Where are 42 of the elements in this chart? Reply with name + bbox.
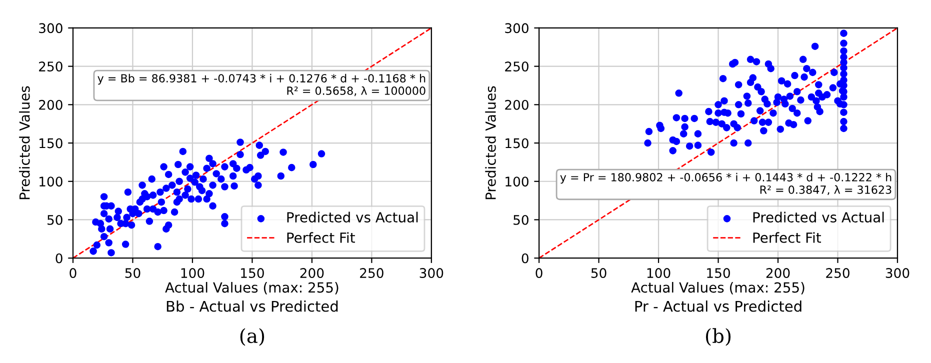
y-tick-label: 250	[505, 62, 528, 72]
y-tick-label: 50	[47, 214, 62, 225]
y-tick-label: 100	[506, 176, 528, 187]
annotation: y = Pr = 180.9802 + -0.0656 * i + 0.1443 * d + -0.1222 * h R² = 0.3847, λ = 31623	[560, 172, 892, 196]
x-tick-label: 250	[826, 268, 850, 278]
y-tick-label: 300	[39, 23, 62, 34]
y-tick-label: 0	[56, 253, 62, 264]
y-tick-label: 300	[505, 23, 528, 34]
y-axis-title: Predicted Values	[19, 86, 30, 200]
x-tick-label: 150	[707, 268, 730, 278]
y-tick-label: 250	[39, 62, 62, 72]
x-tick-label: 250	[360, 268, 384, 278]
x-tick-label: 300	[420, 268, 444, 278]
text: (b)	[706, 328, 731, 346]
text: Bb - Actual vs Predicted	[166, 300, 338, 312]
x-axis-title: Actual Values (max: 255)	[631, 282, 804, 294]
legend-label: Perfect Fit	[753, 232, 822, 243]
y-axis-title: Predicted Values	[485, 86, 496, 200]
y-tick-label: 150	[506, 138, 528, 148]
y-tick-label: 50	[514, 214, 528, 225]
annotation: y = Bb = 86.9381 + -0.0743 * i + 0.1276 * d + -0.1168 * h R² = 0.5658, λ = 100000	[98, 74, 426, 96]
x-tick-label: 150	[241, 268, 264, 278]
text: Pr - Actual vs Predicted	[635, 300, 802, 312]
y-tick-label: 100	[40, 176, 62, 187]
x-tick-label: 50	[125, 268, 140, 278]
text: (a)	[240, 328, 264, 346]
legend-label: Predicted vs Actual	[753, 212, 884, 223]
legend-label: Perfect Fit	[287, 232, 355, 243]
x-tick-label: 0	[536, 268, 542, 278]
x-tick-label: 200	[300, 268, 324, 278]
legend-label: Predicted vs Actual	[287, 212, 418, 223]
x-tick-label: 300	[886, 268, 910, 278]
x-tick-label: 0	[70, 268, 76, 278]
x-tick-label: 100	[647, 268, 670, 278]
x-axis-title: Actual Values (max: 255)	[165, 282, 338, 294]
x-tick-label: 100	[181, 268, 204, 278]
y-tick-label: 200	[505, 100, 528, 110]
y-tick-label: 200	[39, 100, 62, 110]
x-tick-label: 50	[591, 268, 606, 278]
y-tick-label: 0	[522, 253, 528, 264]
y-tick-label: 150	[40, 138, 62, 148]
x-tick-label: 200	[766, 268, 790, 278]
